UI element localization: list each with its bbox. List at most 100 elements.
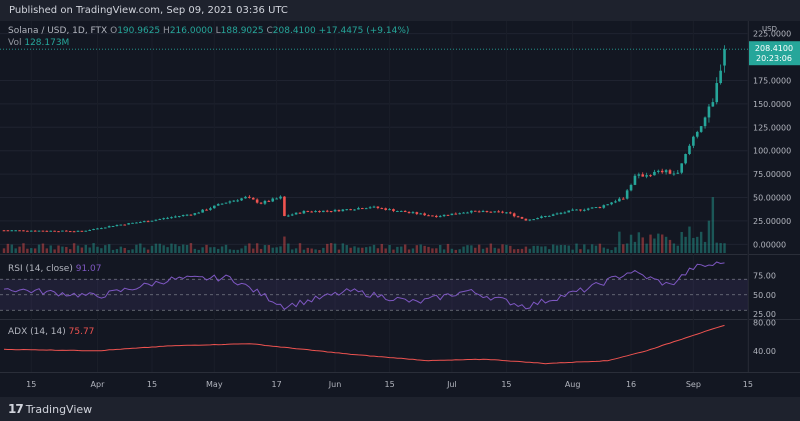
volume-bar — [45, 248, 49, 253]
candle-body — [660, 170, 664, 173]
candle-body — [220, 203, 224, 205]
candle-body — [123, 224, 127, 226]
candle-body — [154, 219, 158, 221]
volume-bar — [699, 231, 703, 253]
candle-body — [403, 210, 407, 213]
price-tick-label: 175.0000 — [753, 76, 791, 85]
candle-body — [703, 117, 707, 127]
candle-body — [26, 230, 29, 232]
volume-bar — [26, 248, 29, 253]
volume-bar — [158, 243, 161, 253]
candle-body — [357, 208, 360, 210]
candle-body — [555, 213, 559, 215]
candle-body — [279, 196, 282, 199]
candle-body — [337, 209, 341, 212]
candle-body — [37, 230, 41, 232]
candle-body — [150, 220, 154, 222]
volume-bar — [692, 237, 695, 253]
volume-bar — [65, 246, 68, 253]
volume-bar — [115, 249, 119, 253]
volume-bar — [92, 243, 95, 253]
time-tick-label: 15 — [26, 380, 36, 389]
rsi-tick-label: 25.00 — [753, 310, 776, 319]
volume-bar — [602, 247, 605, 253]
candle-body — [590, 207, 594, 209]
volume-bar — [154, 243, 158, 253]
candle-body — [606, 204, 609, 206]
volume-bar — [69, 249, 72, 253]
volume-bar — [392, 249, 395, 253]
candle-body — [618, 198, 621, 202]
trading-chart[interactable]: 225.0000 175.0000 150.0000 125.0000 100.0000… — [0, 21, 800, 397]
candle-body — [177, 216, 181, 218]
candle-body — [329, 210, 333, 212]
volume-bar — [563, 245, 567, 253]
candle-body — [699, 126, 703, 132]
candle-body — [302, 210, 306, 214]
candle-body — [33, 230, 37, 232]
volume-bar — [111, 249, 115, 253]
volume-bar — [22, 243, 25, 253]
candle-body — [131, 222, 134, 224]
candle-body — [263, 200, 267, 204]
volume-bar — [193, 248, 197, 253]
rsi-tick-label: 50.00 — [753, 291, 776, 300]
volume-bar — [283, 236, 286, 253]
candle-body — [528, 219, 532, 221]
candle-body — [139, 222, 142, 224]
volume-bar — [100, 248, 103, 253]
volume-bar — [76, 245, 80, 253]
volume-bar — [213, 247, 216, 253]
adx-label: ADX (14, 14) — [8, 327, 66, 337]
price-tick-label: 75.00000 — [753, 170, 791, 179]
volume-bar — [174, 244, 177, 253]
tradingview-logo[interactable]: 17 TradingView — [8, 402, 92, 416]
volume-bar — [41, 243, 45, 253]
volume-bar — [622, 244, 625, 253]
candle-body — [119, 224, 123, 226]
candle-body — [473, 210, 477, 212]
time-tick-label: 15 — [384, 380, 394, 389]
candle-body — [72, 231, 76, 233]
volume-bar — [220, 246, 224, 253]
candle-body — [680, 163, 683, 173]
price-tick-label: 125.0000 — [753, 123, 791, 132]
volume-bar — [606, 248, 609, 253]
candle-body — [53, 230, 56, 232]
candle-body — [583, 209, 586, 211]
volume-bar — [559, 244, 563, 253]
volume-bar — [310, 248, 313, 253]
candle-body — [294, 212, 298, 215]
volume-bar — [80, 247, 84, 253]
volume-bar — [275, 247, 278, 253]
candle-body — [57, 231, 60, 233]
volume-bar — [96, 246, 99, 253]
time-tick-label: Sep — [686, 380, 701, 389]
candle-body — [314, 211, 317, 213]
volume-bar — [10, 244, 13, 253]
candle-body — [162, 218, 165, 220]
volume-bar — [107, 244, 111, 253]
candle-body — [719, 70, 722, 84]
volume-bar — [205, 244, 208, 253]
volume-bar — [423, 245, 426, 253]
candle-body — [146, 221, 150, 223]
candle-body — [470, 210, 473, 213]
volume-bar — [711, 197, 715, 253]
volume-bar — [649, 234, 652, 253]
volume-bar — [661, 234, 664, 253]
volume-bar — [470, 245, 473, 253]
volume-bar — [544, 246, 547, 253]
volume-bar — [703, 241, 707, 253]
footer-bar: 17 TradingView — [0, 397, 800, 421]
volume-bar — [684, 236, 687, 253]
time-tick-label: Apr — [91, 380, 106, 389]
candle-body — [271, 198, 275, 202]
candle-body — [275, 198, 278, 200]
volume-bar — [217, 248, 220, 253]
volume-bar — [337, 249, 341, 253]
volume-bar — [415, 245, 419, 253]
candle-body — [629, 184, 633, 191]
rsi-legend: RSI (14, close) 91.07 — [8, 264, 102, 274]
volume-bar — [598, 243, 602, 253]
